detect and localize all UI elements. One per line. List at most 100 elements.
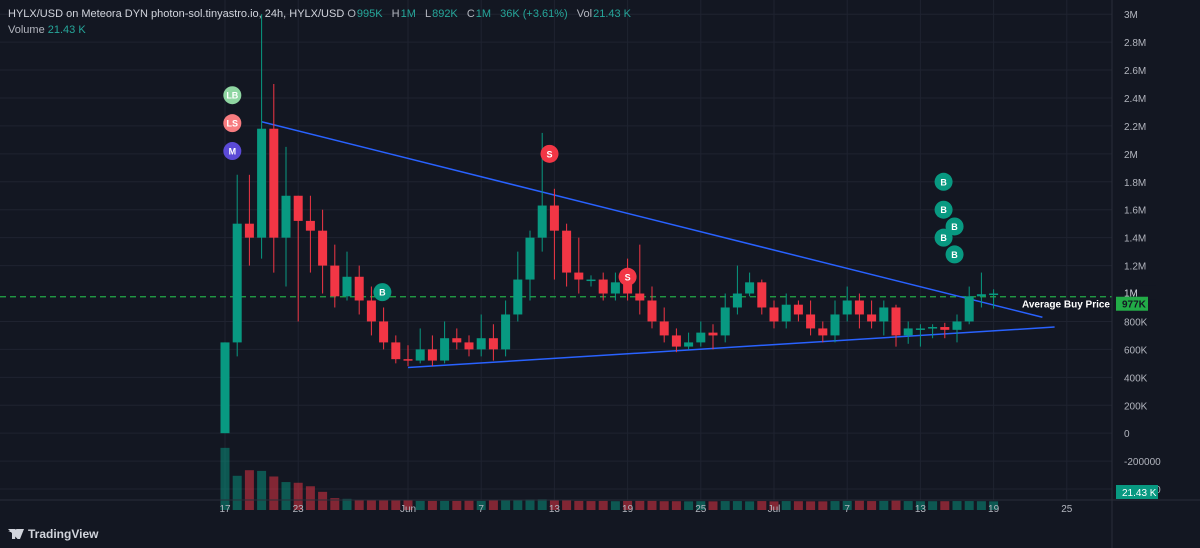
candle-down <box>318 230 328 266</box>
trade-marker: B <box>934 200 953 219</box>
x-tick-label: 19 <box>988 504 1000 515</box>
volume-bar <box>488 500 498 510</box>
volume-bar <box>928 501 938 510</box>
volume-bar <box>293 482 303 510</box>
candle-up <box>989 293 999 296</box>
volume-bar <box>659 501 669 510</box>
y-tick-label: 0 <box>1124 429 1130 440</box>
marker-circle <box>223 86 242 105</box>
marker-circle <box>934 200 953 219</box>
y-tick-label: -200000 <box>1124 457 1161 468</box>
x-tick-label: 7 <box>844 504 850 515</box>
avg-buy-price-label: 977K <box>1122 300 1147 311</box>
volume-bar <box>391 499 401 510</box>
marker-label: B <box>940 177 947 187</box>
marker-circle <box>373 283 392 302</box>
y-tick-label: 400K <box>1124 373 1148 384</box>
volume-bar <box>379 499 389 510</box>
trendline <box>407 326 1055 369</box>
x-tick-label: 13 <box>549 504 561 515</box>
marker-circle <box>945 217 964 236</box>
volume-bar <box>330 498 340 510</box>
volume-bar <box>781 501 791 510</box>
x-tick-label: 17 <box>219 504 231 515</box>
volume-bar <box>366 500 376 510</box>
volume-bars <box>220 447 999 510</box>
candle-up <box>476 338 486 350</box>
marker-label: LS <box>227 119 239 129</box>
y-tick-label: 1.8M <box>1124 178 1146 189</box>
volume-bar <box>940 501 950 510</box>
close-key: C <box>466 8 475 20</box>
vol-value: 21.43 K <box>593 8 631 20</box>
candle-down <box>769 307 779 322</box>
volume-bar <box>232 475 242 510</box>
candle-down <box>598 279 608 294</box>
y-tick-label: 1.6M <box>1124 206 1146 217</box>
candle-down <box>464 342 474 350</box>
x-tick-label: 25 <box>1061 504 1073 515</box>
candle-up <box>745 282 755 294</box>
candle-up <box>501 314 511 350</box>
marker-label: B <box>940 233 947 243</box>
y-tick-label: 1.2M <box>1124 262 1146 273</box>
candle-down <box>708 332 718 336</box>
volume-bar <box>720 501 730 510</box>
y-tick-label: 2.8M <box>1124 38 1146 49</box>
candle-up <box>342 276 352 297</box>
volume-bar <box>415 500 425 510</box>
symbol-title[interactable]: HYLX/USD on Meteora DYN photon-sol.tinya… <box>8 8 345 20</box>
x-gridlines <box>224 0 1068 500</box>
volume-bar <box>854 500 864 510</box>
volume-bar <box>257 470 267 510</box>
candle-down <box>818 328 828 336</box>
trendline <box>261 121 1043 318</box>
candle-down <box>574 272 584 280</box>
volume-bar <box>635 500 645 510</box>
open-key: O <box>347 8 356 20</box>
candle-up <box>976 294 986 297</box>
candle-down <box>452 338 462 343</box>
candle-down <box>891 307 901 336</box>
trade-marker: M <box>223 142 242 161</box>
y-tick-label: 2.2M <box>1124 122 1146 133</box>
avg-buy-price-title: Average Buy Price <box>1022 300 1110 311</box>
x-tick-label: 25 <box>695 504 707 515</box>
candle-up <box>220 342 230 434</box>
candle-down <box>244 223 254 238</box>
volume-bar <box>305 486 315 510</box>
candle-up <box>928 327 938 329</box>
open-value: 995K <box>356 8 383 20</box>
candle-down <box>391 342 401 360</box>
volume-bar <box>342 498 352 510</box>
candle-down <box>293 195 303 221</box>
volume-bar <box>501 500 511 510</box>
close-value: 1M <box>475 8 492 20</box>
tradingview-logo[interactable]: TradingView <box>8 527 98 541</box>
marker-circle <box>934 228 953 247</box>
x-tick-label: 23 <box>293 504 305 515</box>
candle-up <box>720 307 730 336</box>
candle-up <box>525 237 535 280</box>
y-tick-label: 2M <box>1124 150 1138 161</box>
trade-marker: B <box>934 228 953 247</box>
marker-circle <box>934 172 953 191</box>
high-value: 1M <box>400 8 416 20</box>
volume-tag <box>1116 485 1158 499</box>
y-tick-label: 600K <box>1124 345 1148 356</box>
volume-bar <box>464 500 474 510</box>
candle-up <box>879 307 889 322</box>
marker-circle <box>223 114 242 133</box>
trade-marker: LS <box>223 114 242 133</box>
candle-down <box>659 321 669 336</box>
volume-bar <box>452 500 462 510</box>
volume-label[interactable]: Volume <box>8 24 45 36</box>
candle-up <box>232 223 242 343</box>
candle-down <box>757 282 767 308</box>
volume-bar <box>793 501 803 510</box>
candle-up <box>610 282 620 294</box>
trade-marker: LB <box>223 86 242 105</box>
